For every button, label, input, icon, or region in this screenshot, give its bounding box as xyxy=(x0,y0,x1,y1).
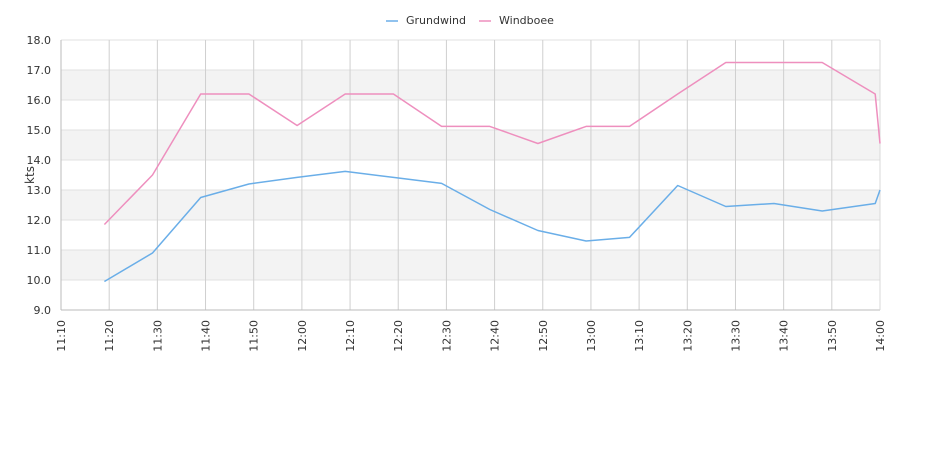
x-tick-label: 13:00 xyxy=(585,320,598,352)
plot-band xyxy=(61,130,880,160)
y-axis-ticks: 9.0 10.0 11.0 12.0 13.0 14.0 15.0 16.0 17.0 18.0 xyxy=(27,34,52,317)
series-line-grundwind xyxy=(104,170,881,283)
y-tick-label: 11.0 xyxy=(27,244,52,257)
y-tick-label: 17.0 xyxy=(27,64,52,77)
x-tick-label: 12:00 xyxy=(296,320,309,352)
x-tick-label: 11:10 xyxy=(55,320,68,352)
x-tick-label: 11:30 xyxy=(151,320,164,352)
x-tick-label: 11:50 xyxy=(248,320,261,352)
x-tick-label: 12:40 xyxy=(489,320,502,352)
x-tick-label: 13:10 xyxy=(633,320,646,352)
x-tick-label: 12:20 xyxy=(392,320,405,352)
y-tick-label: 10.0 xyxy=(27,274,52,287)
legend-item-windboee[interactable]: Windboee xyxy=(479,14,554,27)
x-tick-label: 12:10 xyxy=(344,320,357,352)
legend[interactable]: Grundwind Windboee xyxy=(386,14,554,27)
legend-item-grundwind[interactable]: Grundwind xyxy=(386,14,466,27)
x-tick-label: 14:00 xyxy=(874,320,887,352)
x-tick-label: 13:50 xyxy=(826,320,839,352)
legend-label: Windboee xyxy=(499,14,554,27)
y-tick-label: 16.0 xyxy=(27,94,52,107)
x-tick-label: 12:30 xyxy=(440,320,453,352)
y-tick-label: 12.0 xyxy=(27,214,52,227)
x-tick-label: 13:30 xyxy=(729,320,742,352)
legend-label: Grundwind xyxy=(406,14,466,27)
plot-band xyxy=(61,250,880,280)
axes xyxy=(60,40,881,311)
plot-bands xyxy=(61,70,880,280)
y-tick-label: 14.0 xyxy=(27,154,52,167)
x-tick-label: 13:40 xyxy=(778,320,791,352)
series-lines xyxy=(103,61,881,283)
x-tick-label: 11:40 xyxy=(200,320,213,352)
y-tick-label: 9.0 xyxy=(34,304,52,317)
y-axis-label: kts xyxy=(23,166,37,184)
y-tick-label: 15.0 xyxy=(27,124,52,137)
y-tick-label: 13.0 xyxy=(27,184,52,197)
x-tick-label: 11:20 xyxy=(103,320,116,352)
plot-band xyxy=(61,70,880,100)
x-axis-ticks: 11:10 11:20 11:30 11:40 11:50 12:00 12:10 12:20… xyxy=(55,320,887,352)
x-tick-label: 13:20 xyxy=(681,320,694,352)
x-tick-label: 12:50 xyxy=(537,320,550,352)
y-tick-label: 18.0 xyxy=(27,34,52,47)
series-line-windboee xyxy=(103,61,881,226)
